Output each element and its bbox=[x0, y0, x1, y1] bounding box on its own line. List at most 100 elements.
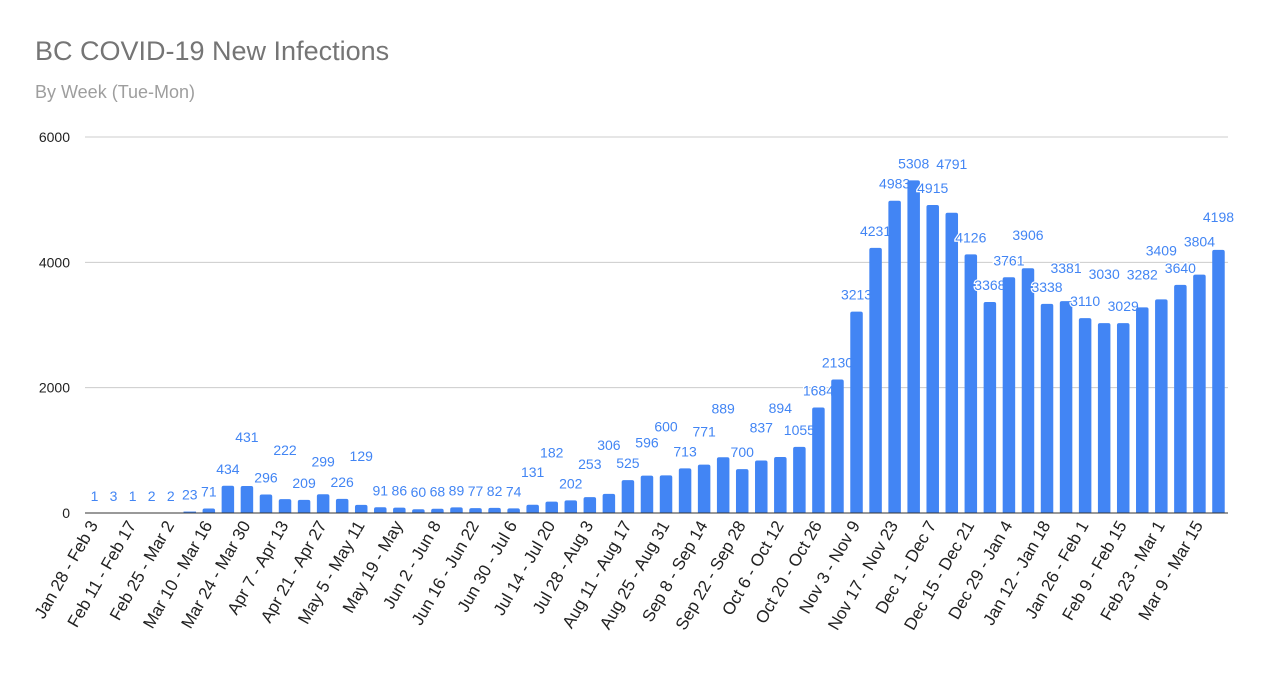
bar bbox=[735, 469, 749, 513]
data-label: 1684 bbox=[803, 382, 834, 398]
data-label: 182 bbox=[540, 445, 564, 461]
bar bbox=[678, 468, 692, 513]
data-label: 894 bbox=[769, 400, 793, 416]
data-label: 3030 bbox=[1089, 266, 1120, 282]
bar bbox=[926, 204, 939, 513]
bar bbox=[755, 460, 768, 513]
bar bbox=[1078, 318, 1092, 513]
data-label: 202 bbox=[559, 475, 583, 491]
bar bbox=[659, 475, 673, 513]
y-tick-label: 6000 bbox=[39, 129, 70, 145]
data-label: 2 bbox=[167, 488, 175, 504]
y-tick-label: 2000 bbox=[39, 380, 70, 396]
bar bbox=[240, 485, 254, 513]
data-label: 129 bbox=[350, 448, 374, 464]
bar bbox=[1002, 277, 1016, 513]
bar bbox=[507, 508, 520, 513]
data-label: 4983 bbox=[879, 176, 910, 192]
data-label: 1 bbox=[91, 488, 99, 504]
bar bbox=[831, 379, 844, 513]
data-label: 3368 bbox=[974, 277, 1005, 293]
bar bbox=[526, 504, 539, 513]
bar bbox=[564, 500, 578, 513]
data-label: 600 bbox=[654, 418, 678, 434]
bar bbox=[793, 446, 806, 513]
bar bbox=[1021, 268, 1035, 513]
bar bbox=[1155, 299, 1168, 513]
bar bbox=[621, 480, 635, 513]
bar bbox=[278, 499, 292, 513]
data-label: 296 bbox=[254, 469, 278, 485]
bar bbox=[221, 485, 235, 513]
data-label: 4126 bbox=[955, 229, 986, 245]
data-label: 82 bbox=[487, 483, 503, 499]
data-label: 837 bbox=[750, 420, 774, 436]
data-label: 3804 bbox=[1184, 234, 1215, 250]
bar bbox=[412, 509, 425, 513]
data-label: 86 bbox=[392, 483, 408, 499]
bar bbox=[583, 497, 597, 513]
bar bbox=[812, 407, 825, 513]
bar bbox=[545, 501, 558, 513]
chart-title: BC COVID-19 New Infections bbox=[35, 36, 390, 66]
bar bbox=[1097, 323, 1111, 513]
data-label: 4231 bbox=[860, 223, 891, 239]
data-label: 77 bbox=[468, 483, 484, 499]
bar bbox=[297, 499, 311, 513]
bar bbox=[640, 475, 654, 513]
data-label: 299 bbox=[311, 453, 335, 469]
data-label: 226 bbox=[330, 474, 354, 490]
bar bbox=[869, 247, 882, 513]
bar bbox=[907, 180, 920, 513]
data-label: 4915 bbox=[917, 180, 948, 196]
bar bbox=[697, 464, 711, 513]
bar bbox=[374, 507, 387, 513]
data-label: 4198 bbox=[1203, 209, 1234, 225]
data-label: 131 bbox=[521, 464, 545, 480]
bar bbox=[602, 493, 616, 513]
bar bbox=[850, 311, 863, 513]
data-label: 700 bbox=[731, 444, 755, 460]
data-label: 89 bbox=[449, 482, 465, 498]
data-label: 3338 bbox=[1031, 279, 1062, 295]
bar bbox=[945, 212, 959, 513]
bar bbox=[469, 508, 482, 513]
bar bbox=[450, 507, 463, 513]
data-label: 771 bbox=[692, 424, 716, 440]
bar bbox=[1193, 274, 1206, 513]
data-label: 4791 bbox=[936, 156, 967, 172]
y-tick-label: 0 bbox=[62, 505, 70, 521]
data-label: 889 bbox=[711, 400, 735, 416]
bar bbox=[1040, 303, 1054, 513]
data-label: 5308 bbox=[898, 155, 929, 171]
data-label: 3761 bbox=[993, 252, 1024, 268]
data-label: 3282 bbox=[1127, 266, 1158, 282]
bar bbox=[716, 457, 730, 513]
bar bbox=[202, 508, 216, 513]
data-label: 3640 bbox=[1165, 260, 1196, 276]
bar bbox=[259, 494, 273, 513]
data-label: 71 bbox=[201, 484, 217, 500]
bar bbox=[431, 508, 444, 513]
data-label: 3906 bbox=[1012, 227, 1043, 243]
data-label: 431 bbox=[235, 429, 259, 445]
bar bbox=[774, 456, 787, 513]
y-tick-label: 4000 bbox=[39, 254, 70, 270]
data-label: 222 bbox=[273, 442, 297, 458]
chart-subtitle: By Week (Tue-Mon) bbox=[35, 82, 196, 102]
data-label: 91 bbox=[372, 482, 388, 498]
bar bbox=[335, 498, 349, 513]
bar bbox=[488, 507, 501, 513]
data-label: 525 bbox=[616, 455, 640, 471]
data-label: 713 bbox=[673, 443, 697, 459]
bar bbox=[964, 254, 978, 513]
data-label: 68 bbox=[430, 484, 446, 500]
data-label: 1055 bbox=[784, 422, 815, 438]
bar bbox=[1136, 307, 1149, 513]
bar bbox=[393, 507, 406, 513]
data-label: 74 bbox=[506, 483, 522, 499]
data-label: 3110 bbox=[1070, 293, 1100, 309]
bar bbox=[316, 494, 330, 513]
